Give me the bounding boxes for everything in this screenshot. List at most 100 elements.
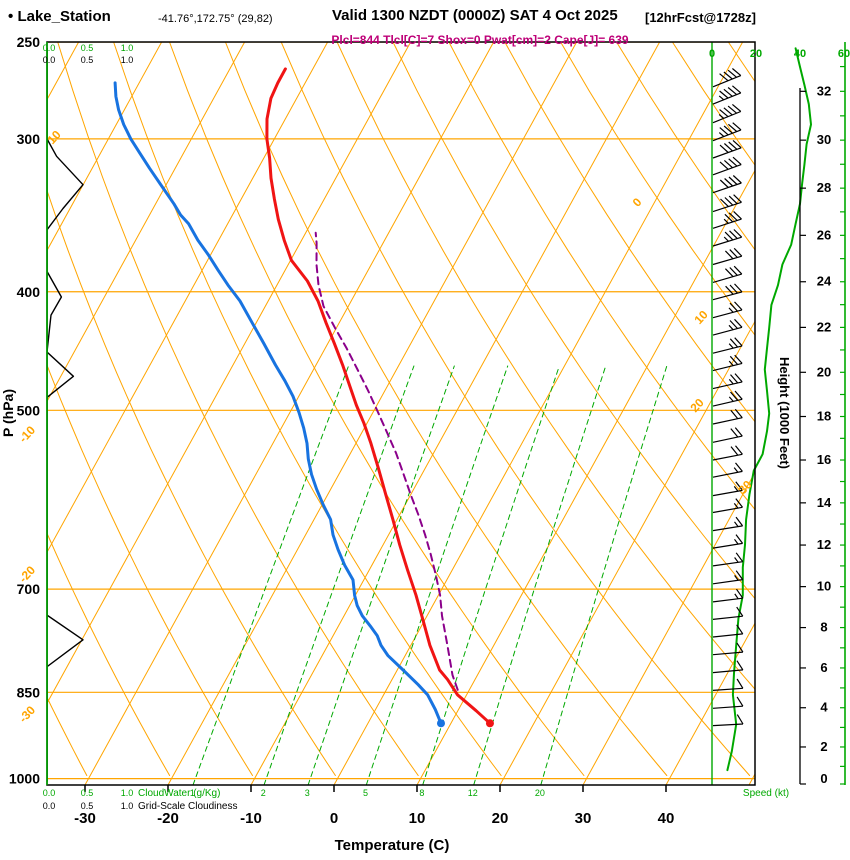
mixing-ratio-label: 1 (190, 788, 195, 798)
wind-barb (712, 175, 742, 194)
station-bullet: • (8, 8, 14, 25)
station-name: Lake_Station (17, 8, 111, 25)
isotherm-line (250, 42, 661, 785)
dry-adiabat-line (57, 42, 419, 776)
mixing-ratio-label: 2 (261, 788, 266, 798)
dry-adiabat-line (280, 42, 751, 776)
wind-barb (712, 229, 743, 247)
temp-tick-label: -10 (240, 810, 262, 827)
isotherm-line (47, 42, 412, 705)
height-tick-label: 16 (817, 452, 831, 467)
dry-adiabat-line (113, 42, 502, 776)
cloudwater-scale-label: 1.0 (121, 43, 134, 53)
speed-tick-label: 40 (794, 48, 806, 60)
wind-barb (712, 481, 743, 497)
wind-speed-curve (726, 47, 812, 772)
pressure-tick-label: 500 (17, 402, 41, 418)
adiabat-label: -10 (16, 423, 38, 445)
adiabat-label: -30 (16, 703, 38, 725)
height-tick-label: 20 (817, 364, 831, 379)
wind-barb (712, 354, 743, 372)
surface-temp-dot (485, 719, 494, 728)
profiles (47, 47, 494, 783)
isotherm-label: 20 (687, 395, 707, 415)
temp-tick-label: -20 (157, 810, 179, 827)
wind-barb (712, 624, 744, 638)
grid-lines (47, 42, 755, 785)
pressure-tick-label: 700 (17, 581, 41, 597)
wind-barb (712, 122, 742, 142)
wind-barb (712, 498, 743, 514)
isotherm-line (47, 42, 163, 252)
cloudiness-scale-label: 0.0 (43, 55, 56, 65)
dry-adiabat-line (336, 42, 755, 690)
temp-tick-label: 30 (575, 810, 592, 827)
speed-axis-title: Speed (kt) (743, 788, 789, 799)
wind-barb (712, 534, 744, 549)
dry-adiabat-line (47, 189, 336, 776)
wind-barb (712, 194, 742, 213)
pressure-tick-label: 250 (17, 34, 41, 50)
height-tick-label: 14 (817, 495, 832, 510)
dry-adiabat-line (448, 42, 755, 511)
valid-time: Valid 1300 NZDT (0000Z) SAT 4 Oct 2025 (332, 7, 618, 24)
wind-barb (712, 588, 744, 603)
wind-barb (712, 210, 742, 229)
station-title: • Lake_Station (8, 8, 111, 25)
mixing-ratio-label: 3 (305, 788, 310, 798)
height-tick-label: 32 (817, 83, 831, 98)
pressure-tick-label: 300 (17, 131, 41, 147)
forecast-tag: [12hrFcst@1728z] (645, 10, 756, 25)
cloudiness-scale-label: 0.5 (81, 801, 94, 811)
wind-barb (712, 390, 743, 407)
wind-barb (712, 68, 742, 88)
height-tick-label: 4 (820, 700, 828, 715)
mixing-ratio-label: 8 (419, 788, 424, 798)
height-tick-label: 26 (817, 227, 831, 242)
cloudiness-scale-label: 0.0 (43, 801, 56, 811)
wind-barb (712, 516, 744, 532)
cloudwater-scale-label: 0.0 (43, 788, 56, 798)
wind-barb (712, 462, 743, 478)
isotherm-line (416, 169, 755, 785)
isotherm-line (84, 42, 495, 785)
wind-barb (712, 606, 744, 620)
height-tick-label: 2 (820, 739, 827, 754)
isotherm-label: 0 (630, 195, 645, 210)
height-tick-label: 24 (817, 274, 832, 289)
wind-barb (712, 247, 743, 266)
height-tick-label: 28 (817, 180, 831, 195)
wind-barb (712, 318, 743, 336)
pressure-tick-label: 400 (17, 284, 41, 300)
mixing-ratio-line (473, 365, 607, 785)
height-tick-label: 6 (820, 660, 827, 675)
height-tick-label: 8 (820, 620, 827, 635)
wind-barb (712, 156, 742, 176)
wind-barb (712, 660, 744, 674)
temp-tick-label: 10 (409, 810, 426, 827)
isotherm-line (582, 471, 755, 785)
wind-barb (712, 103, 742, 124)
cloudiness-axis-title: Grid-Scale Cloudiness (138, 801, 238, 812)
dry-adiabat-line (224, 42, 668, 776)
height-tick-label: 10 (817, 579, 831, 594)
wind-barb (712, 445, 743, 461)
isotherm-line (333, 42, 744, 785)
cloudiness-scale-label: 0.5 (81, 55, 94, 65)
wind-barb (712, 337, 743, 354)
mixing-ratio-line (192, 365, 349, 785)
station-coords: -41.76°,172.75° (29,82) (158, 13, 273, 25)
wind-barb (712, 714, 744, 727)
wind-barb (712, 85, 742, 105)
isotherm-line (47, 42, 246, 403)
height-tick-label: 0 (820, 771, 827, 786)
speed-tick-label: 0 (709, 48, 715, 60)
temp-tick-label: 0 (330, 810, 338, 827)
wind-barb (712, 373, 743, 390)
temp-axis-title: Temperature (C) (335, 837, 450, 854)
dry-adiabat-line (560, 42, 755, 336)
wind-barb (712, 265, 743, 283)
cloudiness-scale-label: 1.0 (121, 801, 134, 811)
